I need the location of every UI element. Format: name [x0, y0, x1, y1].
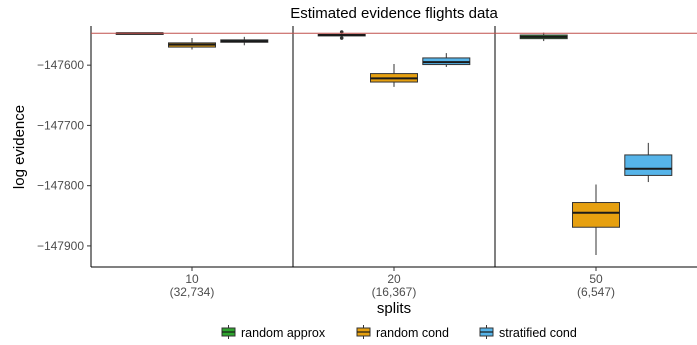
box-stratified-cond-20 — [422, 53, 471, 67]
legend-label: stratified cond — [499, 326, 577, 340]
box-rect — [572, 202, 620, 228]
y-tick-label: −147700 — [37, 118, 84, 132]
x-tick-sublabel: (16,367) — [372, 285, 417, 299]
legend-label: random approx — [241, 326, 326, 340]
box-random-cond-50 — [572, 184, 620, 255]
x-tick-sublabel: (6,547) — [577, 285, 615, 299]
outlier-point — [339, 36, 344, 40]
y-axis-title: log evidence — [11, 105, 28, 189]
x-tick-label: 20 — [387, 272, 401, 286]
x-tick-label: 50 — [589, 272, 603, 286]
box-random-cond-10 — [168, 38, 216, 50]
box-rect — [624, 154, 673, 176]
y-tick-label: −147600 — [37, 58, 84, 72]
chart-title: Estimated evidence flights data — [290, 5, 498, 22]
y-tick-label: −147800 — [37, 179, 84, 193]
legend-item-random-approx: random approx — [221, 325, 326, 340]
plot-panel: −147600 −147700 −147800 −147900 10(32,734) 20… — [37, 26, 697, 299]
legend-item-random-cond: random cond — [356, 325, 449, 340]
box-stratified-cond-10 — [220, 36, 269, 46]
box-random-cond-20 — [370, 63, 418, 87]
box-random-approx-50 — [519, 32, 568, 42]
x-tick-label: 10 — [185, 272, 199, 286]
y-tick-label: −147900 — [37, 239, 84, 253]
box-stratified-cond-50 — [624, 142, 673, 183]
x-axis-title: splits — [377, 300, 411, 317]
legend: random approx random cond stratified cond — [221, 325, 577, 340]
x-tick-sublabel: (32,734) — [170, 285, 215, 299]
legend-label: random cond — [376, 326, 449, 340]
legend-item-stratified-cond: stratified cond — [479, 325, 577, 340]
box-random-approx-20 — [317, 30, 366, 40]
